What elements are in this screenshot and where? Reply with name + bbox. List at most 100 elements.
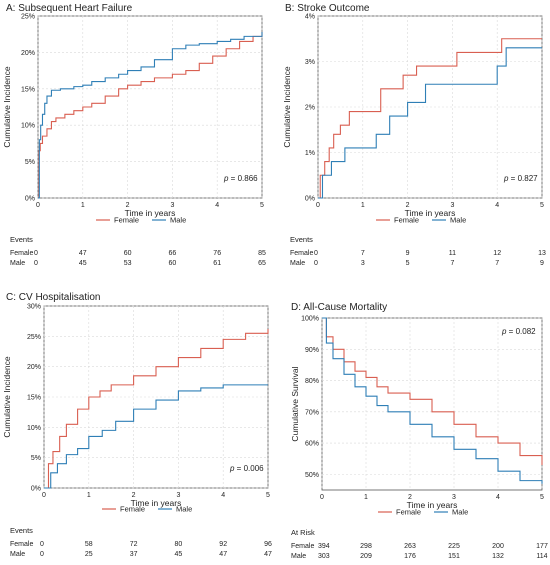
- x-tick-label: 5: [540, 202, 544, 209]
- x-tick-label: 1: [364, 494, 368, 501]
- table-cell: 13: [538, 250, 546, 257]
- table-cell: 53: [124, 260, 132, 267]
- table-cell: 45: [175, 551, 183, 558]
- legend-label: Female: [396, 508, 421, 517]
- x-tick-label: 2: [406, 202, 410, 209]
- chart-title: C: CV Hospitalisation: [6, 292, 100, 303]
- table-cell: 177: [536, 543, 548, 550]
- y-tick-label: 15%: [21, 86, 35, 93]
- series-line-female: [318, 38, 542, 199]
- y-tick-label: 0%: [305, 196, 315, 203]
- x-tick-label: 5: [260, 202, 264, 209]
- table-cell: 3: [361, 260, 365, 267]
- x-tick-label: 1: [361, 202, 365, 209]
- table-cell: 47: [219, 551, 227, 558]
- x-tick-label: 2: [126, 202, 130, 209]
- x-axis-label: Time in years: [407, 500, 458, 510]
- x-tick-label: 1: [81, 202, 85, 209]
- table-cell: 60: [169, 260, 177, 267]
- x-tick-label: 4: [221, 492, 225, 499]
- x-tick-label: 3: [452, 494, 456, 501]
- legend-label: Female: [394, 216, 419, 225]
- y-tick-label: 10%: [21, 123, 35, 130]
- table-row-label: Female: [10, 541, 33, 548]
- x-tick-label: 2: [132, 492, 136, 499]
- table-cell: 66: [169, 250, 177, 257]
- y-tick-label: 3%: [305, 59, 315, 66]
- y-tick-label: 25%: [21, 14, 35, 21]
- y-tick-label: 90%: [305, 347, 319, 354]
- table-cell: 263: [404, 543, 416, 550]
- y-axis-label: Cumulative Incidence: [2, 356, 12, 438]
- table-cell: 394: [318, 543, 330, 550]
- y-tick-label: 1%: [305, 150, 315, 157]
- table-cell: 209: [360, 553, 372, 560]
- x-tick-label: 0: [320, 494, 324, 501]
- y-tick-label: 50%: [305, 472, 319, 479]
- x-tick-label: 0: [36, 202, 40, 209]
- x-tick-label: 0: [316, 202, 320, 209]
- table-cell: 200: [492, 543, 504, 550]
- table-cell: 85: [258, 250, 266, 257]
- x-tick-label: 5: [266, 492, 270, 499]
- table-row-label: Male: [291, 553, 306, 560]
- series-line-female: [322, 317, 543, 465]
- y-tick-label: 5%: [31, 455, 41, 462]
- x-axis-label: Time in years: [405, 208, 456, 218]
- table-cell: 303: [318, 553, 330, 560]
- y-tick-label: 4%: [305, 14, 315, 21]
- y-tick-label: 70%: [305, 409, 319, 416]
- x-tick-label: 3: [170, 202, 174, 209]
- table-cell: 7: [495, 260, 499, 267]
- legend-label: Female: [120, 505, 145, 514]
- x-tick-label: 1: [87, 492, 91, 499]
- y-tick-label: 15%: [27, 395, 41, 402]
- table-cell: 9: [406, 250, 410, 257]
- x-tick-label: 5: [540, 494, 544, 501]
- legend-label: Male: [176, 505, 192, 514]
- table-row-label: Female: [291, 543, 314, 550]
- y-axis-label: Cumulative Incidence: [282, 66, 292, 148]
- x-tick-label: 2: [408, 494, 412, 501]
- table-title: Events: [10, 235, 33, 244]
- y-tick-label: 80%: [305, 378, 319, 385]
- p-value-annotation: p = 0.866: [223, 174, 258, 183]
- table-cell: 65: [258, 260, 266, 267]
- y-axis-label: Cumulative Survival: [290, 366, 300, 441]
- p-value-annotation: p = 0.006: [229, 464, 264, 473]
- chart-panel-2: C: CV Hospitalisation 0% 5% 10% 15% 20% 25% 30%…: [2, 292, 272, 558]
- x-tick-label: 3: [176, 492, 180, 499]
- table-cell: 58: [85, 541, 93, 548]
- y-tick-label: 30%: [27, 304, 41, 311]
- table-title: Events: [290, 235, 313, 244]
- chart-title: B: Stroke Outcome: [285, 3, 370, 14]
- table-row-label: Female: [290, 250, 313, 257]
- table-cell: 7: [450, 260, 454, 267]
- y-tick-label: 5%: [25, 159, 35, 166]
- table-row-label: Male: [10, 551, 25, 558]
- table-cell: 96: [264, 541, 272, 548]
- table-cell: 5: [406, 260, 410, 267]
- table-cell: 225: [448, 543, 460, 550]
- y-tick-label: 25%: [27, 334, 41, 341]
- table-cell: 7: [361, 250, 365, 257]
- y-tick-label: 60%: [305, 441, 319, 448]
- table-cell: 0: [40, 551, 44, 558]
- table-cell: 0: [34, 250, 38, 257]
- series-line-male: [318, 47, 542, 199]
- chart-panel-3: D: All-Cause Mortality 50% 60% 70% 80% 90% 100…: [290, 302, 548, 560]
- table-cell: 114: [536, 553, 547, 560]
- table-cell: 12: [493, 250, 501, 257]
- legend-label: Male: [452, 508, 468, 517]
- y-tick-label: 0%: [31, 486, 41, 493]
- x-tick-label: 0: [42, 492, 46, 499]
- series-line-female: [44, 329, 269, 489]
- table-cell: 47: [264, 551, 272, 558]
- table-cell: 61: [213, 260, 221, 267]
- table-cell: 132: [492, 553, 504, 560]
- y-tick-label: 0%: [25, 196, 35, 203]
- table-cell: 80: [175, 541, 183, 548]
- y-axis-label: Cumulative Incidence: [2, 66, 12, 148]
